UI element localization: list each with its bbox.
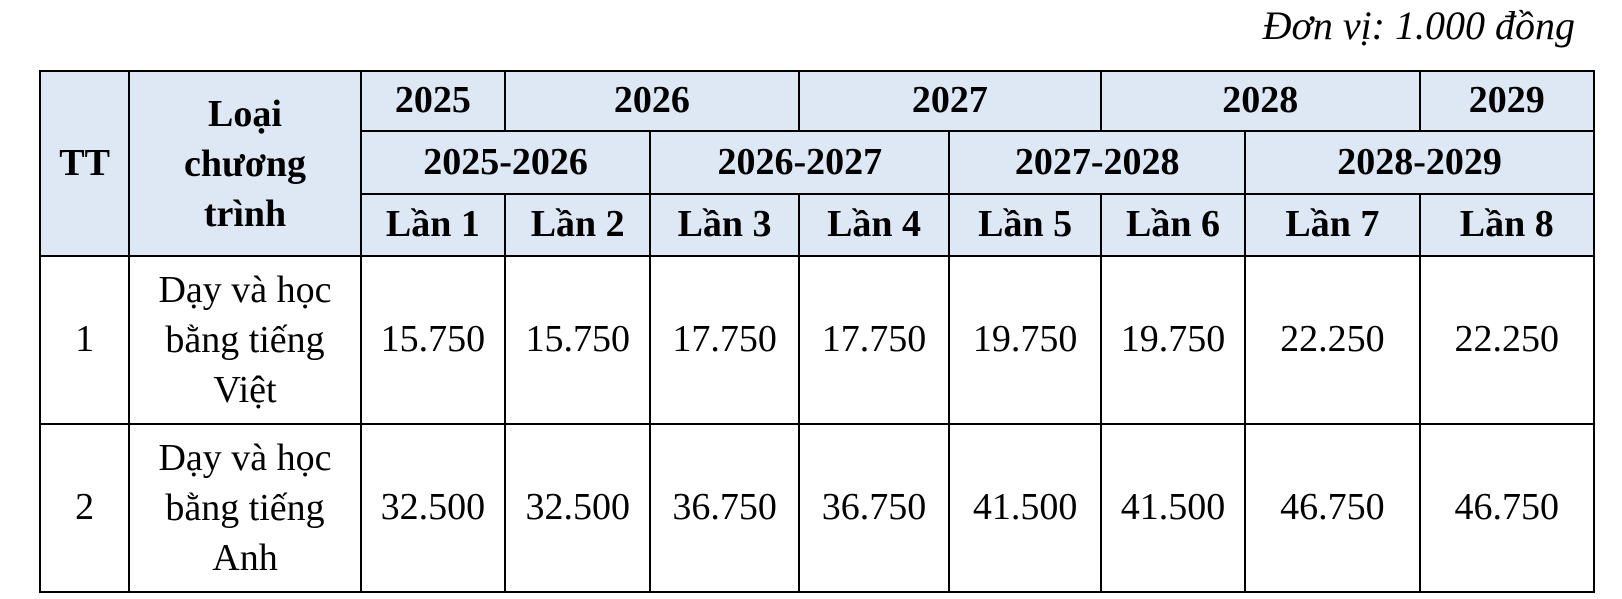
header-school-year: 2026-2027 bbox=[649, 130, 951, 195]
header-term: Lần 7 bbox=[1244, 193, 1421, 257]
fee-cell: 32.500 bbox=[359, 423, 507, 593]
table-row: 1 Dạy và học bằng tiếng Việt 15.750 15.7… bbox=[38, 255, 1596, 425]
header-term: Lần 2 bbox=[504, 193, 652, 257]
header-year-2025: 2025 bbox=[359, 70, 507, 132]
header-row-school-years: 2025-2026 2026-2027 2027-2028 2028-2029 bbox=[40, 130, 1595, 195]
program-line: bằng tiếng bbox=[165, 319, 325, 361]
program-line: Dạy và học bbox=[158, 269, 332, 311]
header-year-2029: 2029 bbox=[1418, 70, 1596, 132]
header-row-years: TT Loại chương trình 2025 2026 2027 2028… bbox=[38, 70, 1596, 257]
header-program-type: Loại chương trình bbox=[128, 70, 362, 257]
header-program-line: trình bbox=[203, 192, 287, 235]
fee-cell: 17.750 bbox=[797, 255, 951, 425]
header-school-year: 2027-2028 bbox=[948, 130, 1247, 195]
fee-cell: 15.750 bbox=[359, 255, 507, 425]
program-line: Dạy và học bbox=[158, 437, 332, 479]
fee-cell: 22.250 bbox=[1244, 255, 1421, 425]
header-school-year: 2025-2026 bbox=[359, 130, 652, 195]
fee-cell: 41.500 bbox=[948, 423, 1102, 593]
fee-cell: 17.750 bbox=[649, 255, 800, 425]
header-tt: TT bbox=[38, 70, 131, 257]
header-term: Lần 8 bbox=[1418, 193, 1596, 257]
header-term: Lần 3 bbox=[649, 193, 800, 257]
table-body: 1 Dạy và học bằng tiếng Việt 15.750 15.7… bbox=[38, 255, 1596, 593]
row-number: 1 bbox=[38, 255, 131, 425]
header-school-year: 2028-2029 bbox=[1244, 130, 1595, 195]
header-row-terms: Lần 1 Lần 2 Lần 3 Lần 4 Lần 5 Lần 6 Lần … bbox=[40, 193, 1596, 257]
header-program-line: chương bbox=[184, 142, 306, 185]
fee-cell: 15.750 bbox=[504, 255, 652, 425]
header-year-2028: 2028 bbox=[1099, 70, 1421, 132]
header-term: Lần 5 bbox=[948, 193, 1102, 257]
program-type-cell: Dạy và học bằng tiếng Việt bbox=[128, 255, 362, 425]
header-term: Lần 4 bbox=[797, 193, 951, 257]
header-term: Lần 1 bbox=[359, 193, 507, 257]
table-header: TT Loại chương trình 2025 2026 2027 2028… bbox=[38, 70, 1596, 257]
fee-cell: 41.500 bbox=[1099, 423, 1247, 593]
program-type-cell: Dạy và học bằng tiếng Anh bbox=[128, 423, 362, 593]
fee-cell: 19.750 bbox=[1099, 255, 1247, 425]
header-program-line: Loại bbox=[208, 92, 282, 135]
header-year-2027: 2027 bbox=[797, 70, 1102, 132]
fee-cell: 36.750 bbox=[649, 423, 800, 593]
fee-cell: 36.750 bbox=[797, 423, 951, 593]
table-row: 2 Dạy và học bằng tiếng Anh 32.500 32.50… bbox=[38, 423, 1596, 593]
program-line: Việt bbox=[213, 369, 277, 411]
fee-cell: 46.750 bbox=[1244, 423, 1421, 593]
fee-cell: 32.500 bbox=[504, 423, 652, 593]
fee-cell: 19.750 bbox=[948, 255, 1102, 425]
fee-cell: 46.750 bbox=[1418, 423, 1596, 593]
unit-label: Đơn vị: 1.000 đồng bbox=[1262, 3, 1575, 48]
header-year-2026: 2026 bbox=[504, 70, 800, 132]
program-line: bằng tiếng bbox=[165, 487, 325, 529]
row-number: 2 bbox=[38, 423, 131, 593]
program-line: Anh bbox=[212, 537, 278, 579]
header-term: Lần 6 bbox=[1099, 193, 1247, 257]
fee-cell: 22.250 bbox=[1418, 255, 1596, 425]
tuition-fee-table: TT Loại chương trình 2025 2026 2027 2028… bbox=[38, 70, 1596, 593]
